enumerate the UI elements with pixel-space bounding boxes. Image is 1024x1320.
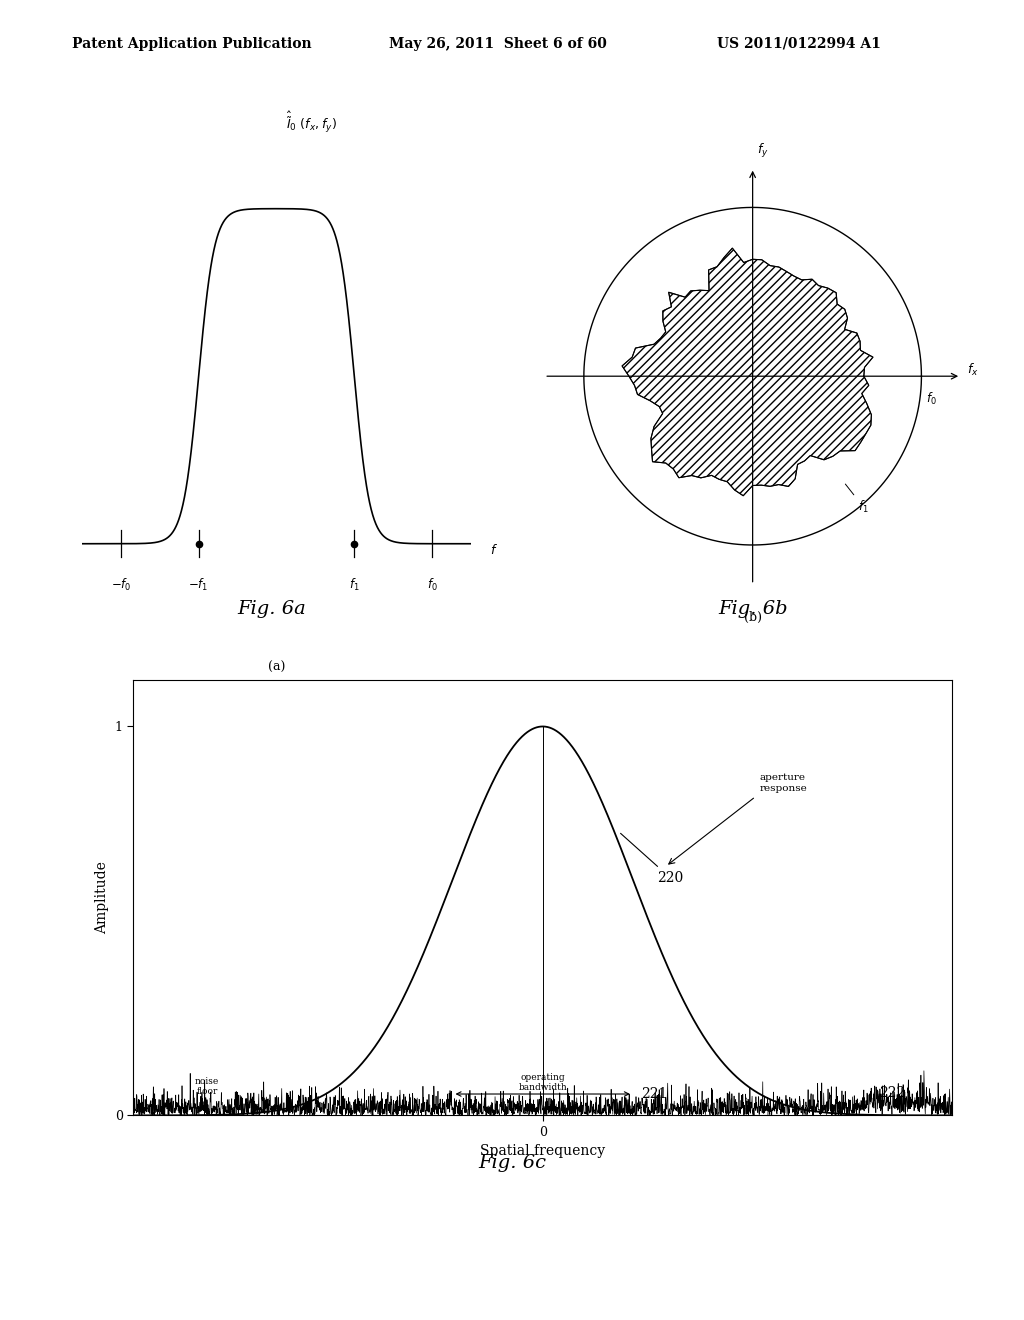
Text: noise
floor: noise floor [195, 1077, 219, 1096]
Text: 220: 220 [621, 833, 684, 884]
X-axis label: Spatial frequency: Spatial frequency [480, 1144, 605, 1159]
Text: $f_1$: $f_1$ [349, 577, 359, 594]
Text: operating
bandwidth: operating bandwidth [518, 1073, 567, 1092]
Text: May 26, 2011  Sheet 6 of 60: May 26, 2011 Sheet 6 of 60 [389, 37, 607, 51]
Text: (a): (a) [268, 661, 285, 675]
Text: 222: 222 [879, 1086, 905, 1100]
Text: US 2011/0122994 A1: US 2011/0122994 A1 [717, 37, 881, 51]
Text: 221: 221 [641, 1086, 668, 1101]
Text: $f_y$: $f_y$ [757, 143, 769, 161]
Text: Patent Application Publication: Patent Application Publication [72, 37, 311, 51]
Y-axis label: Amplitude: Amplitude [95, 861, 110, 935]
Text: $f_x$: $f_x$ [967, 362, 979, 379]
Text: $\hat{\widetilde{I}}_0\ (f_x,f_y)$: $\hat{\widetilde{I}}_0\ (f_x,f_y)$ [287, 110, 337, 135]
Text: $f$: $f$ [490, 544, 499, 557]
Text: Fig. 6c: Fig. 6c [478, 1154, 546, 1172]
Text: Fig. 6a: Fig. 6a [237, 599, 306, 618]
Text: aperture
response: aperture response [760, 774, 808, 792]
Text: $f_0$: $f_0$ [427, 577, 437, 594]
Text: (b): (b) [743, 611, 762, 624]
Text: $f_0$: $f_0$ [926, 391, 937, 407]
Text: $-f_1$: $-f_1$ [188, 577, 209, 594]
Text: $f_1$: $f_1$ [846, 484, 869, 515]
Text: Fig. 6b: Fig. 6b [718, 599, 787, 618]
Text: $-f_0$: $-f_0$ [111, 577, 131, 594]
